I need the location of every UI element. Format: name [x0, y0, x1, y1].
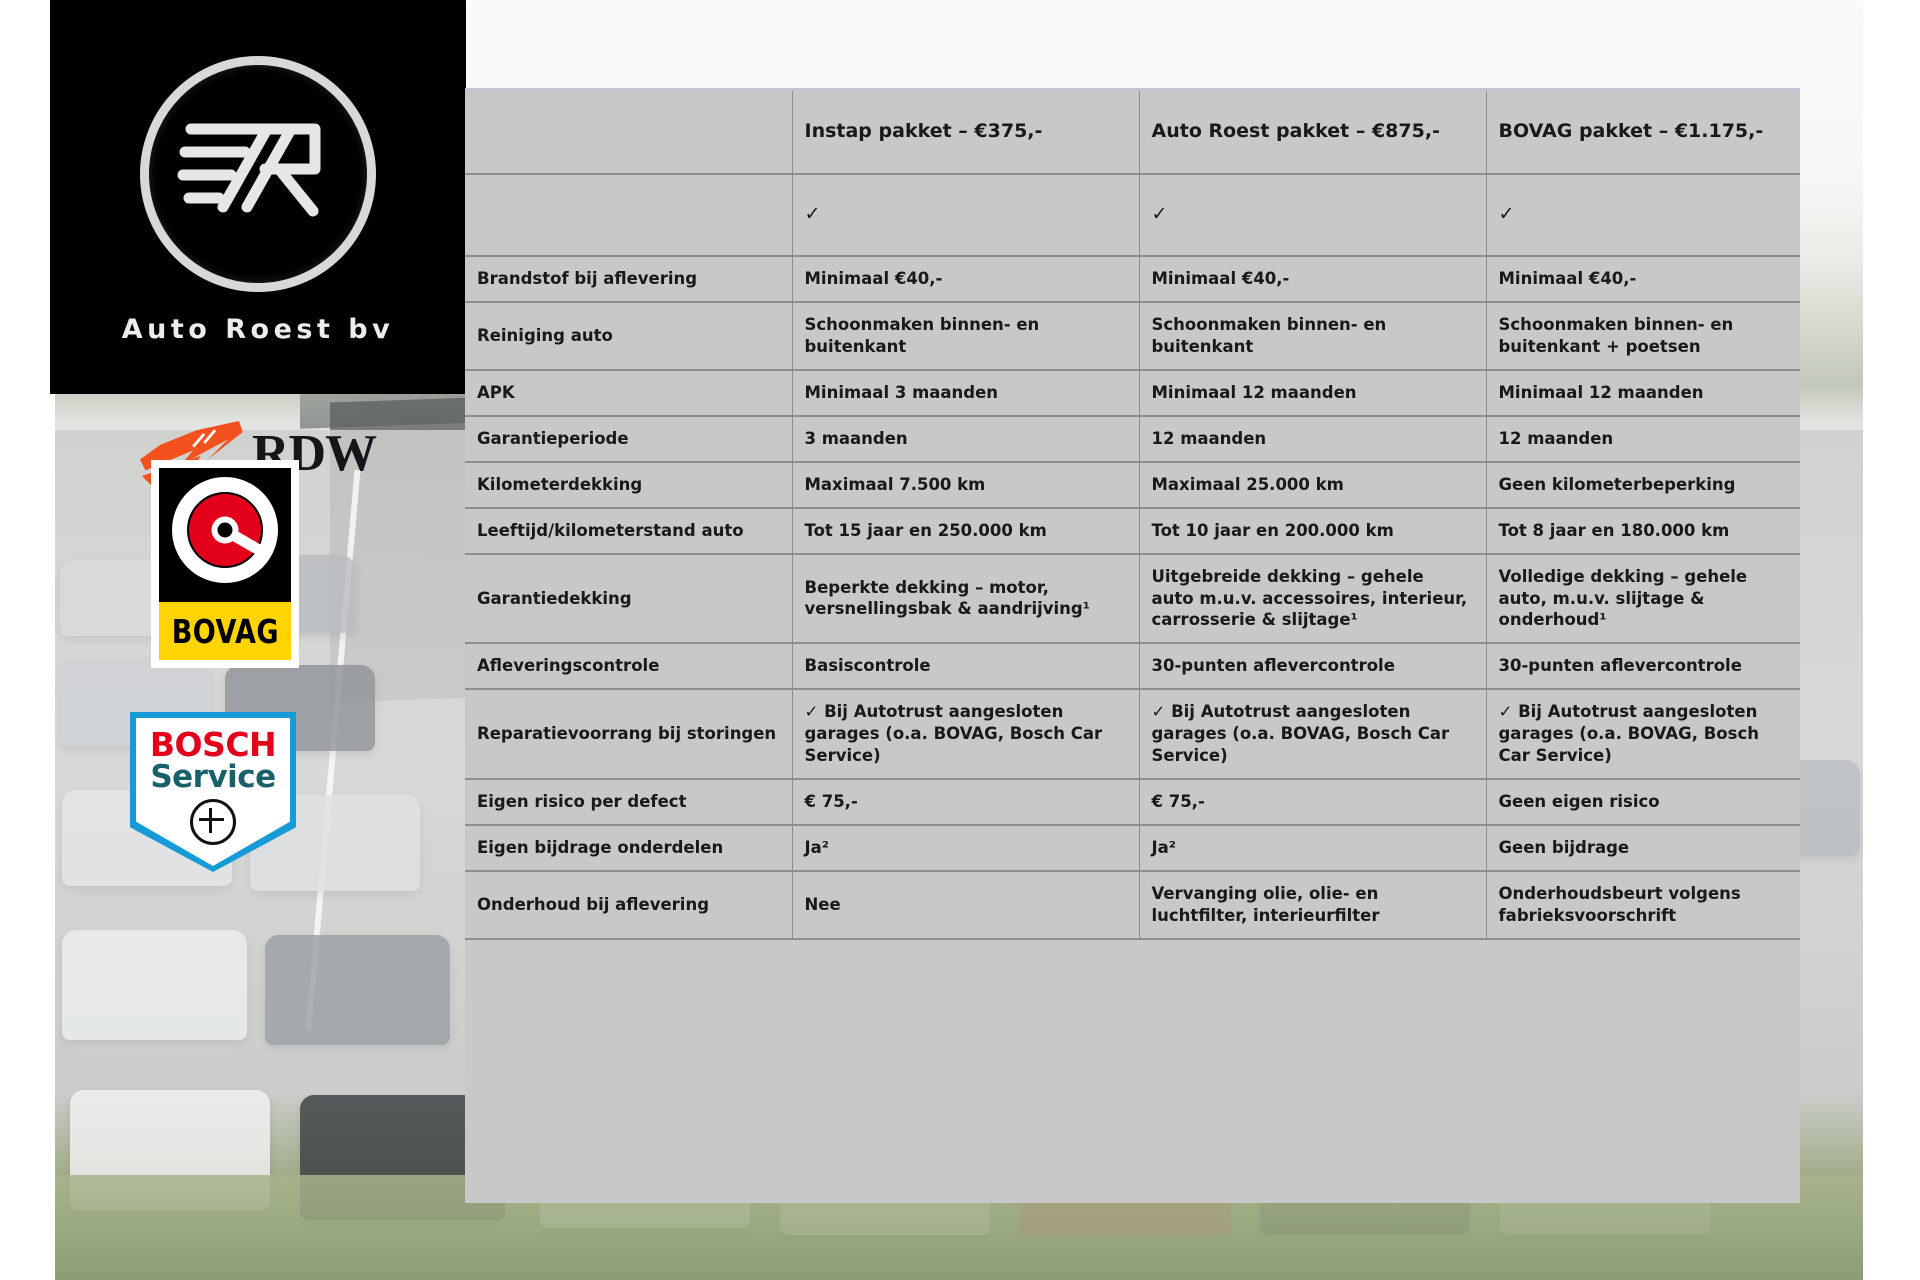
bovag-logo: BOVAG — [151, 460, 299, 668]
auto-roest-r-monogram-icon — [140, 55, 376, 292]
cell-value: € 75,- — [792, 779, 1140, 827]
brand-logo-panel: Auto Roest bv — [50, 0, 466, 394]
package-comparison-table: Instap pakket – €375,- Auto Roest pakket… — [465, 88, 1800, 1203]
cell-value: Nee — [792, 871, 1140, 940]
cell-value: ✓ Bij Autotrust aangesloten garages (o.a… — [792, 689, 1140, 781]
parked-car — [62, 930, 247, 1040]
table-row: Garantieperiode 3 maanden 12 maanden 12 … — [465, 415, 1800, 463]
bovag-wordmark: BOVAG — [171, 611, 279, 651]
column-header-bovag: BOVAG pakket – €1.175,- — [1486, 91, 1800, 175]
row-label: Eigen bijdrage onderdelen — [465, 825, 793, 872]
row-label: Brandstof bij aflevering — [465, 256, 793, 303]
column-header-auto-roest: Auto Roest pakket – €875,- — [1139, 91, 1487, 175]
cell-value: 30-punten aflevercontrole — [1486, 643, 1800, 691]
brand-name: Auto Roest bv — [121, 313, 395, 345]
row-label — [465, 174, 793, 257]
bosch-wordmark: BOSCH — [149, 725, 277, 764]
table-row: Eigen risico per defect € 75,- € 75,- Ge… — [465, 779, 1800, 827]
check-icon: ✓ — [1139, 174, 1487, 257]
cell-value: ✓ Bij Autotrust aangesloten garages (o.a… — [1139, 689, 1487, 781]
table-row: Reiniging auto Schoonmaken binnen- en bu… — [465, 301, 1800, 371]
row-label: Onderhoud bij aflevering — [465, 871, 793, 940]
check-icon: ✓ — [792, 174, 1140, 257]
cell-value: 12 maanden — [1486, 415, 1800, 463]
cell-value: Minimaal 3 maanden — [792, 369, 1140, 417]
cell-value: Schoonmaken binnen- en buitenkant + poet… — [1486, 301, 1800, 371]
table-row: Garantiedekking Beperkte dekking – motor… — [465, 553, 1800, 645]
cell-value: Maximaal 7.500 km — [792, 461, 1140, 509]
cell-value: 30-punten aflevercontrole — [1139, 643, 1487, 691]
row-label: APK — [465, 369, 793, 417]
cell-value: Onderhoudsbeurt volgens fabrieksvoorschr… — [1486, 871, 1800, 940]
row-label: Reparatievoorrang bij storingen — [465, 689, 793, 781]
cell-value: Vervanging olie, olie- en luchtfilter, i… — [1139, 871, 1487, 940]
table-header-row: Instap pakket – €375,- Auto Roest pakket… — [465, 91, 1800, 175]
table-row: ✓ ✓ ✓ — [465, 174, 1800, 257]
column-header-instap: Instap pakket – €375,- — [792, 91, 1140, 175]
row-label: Reiniging auto — [465, 301, 793, 371]
cell-value: Volledige dekking – gehele auto, m.u.v. … — [1486, 553, 1800, 645]
cell-value: Uitgebreide dekking – gehele auto m.u.v.… — [1139, 553, 1487, 645]
row-label: Garantiedekking — [465, 553, 793, 645]
cell-value: Ja² — [1139, 825, 1487, 872]
cell-value: Tot 8 jaar en 180.000 km — [1486, 507, 1800, 555]
cell-value: Basiscontrole — [792, 643, 1140, 691]
row-label: Kilometerdekking — [465, 461, 793, 509]
rdw-logo: RDW — [140, 408, 390, 500]
cell-value: Geen eigen risico — [1486, 779, 1800, 827]
table-row: Afleveringscontrole Basiscontrole 30-pun… — [465, 643, 1800, 691]
cell-value: Minimaal €40,- — [1486, 256, 1800, 303]
cell-value: Minimaal 12 maanden — [1486, 369, 1800, 417]
table-row: Eigen bijdrage onderdelen Ja² Ja² Geen b… — [465, 825, 1800, 872]
cell-value: Maximaal 25.000 km — [1139, 461, 1487, 509]
cell-value: Geen kilometerbeperking — [1486, 461, 1800, 509]
table-row: Onderhoud bij aflevering Nee Vervanging … — [465, 871, 1800, 940]
cell-value: Minimaal €40,- — [792, 256, 1140, 303]
table-row: Leeftijd/kilometerstand auto Tot 15 jaar… — [465, 507, 1800, 555]
table-row: Kilometerdekking Maximaal 7.500 km Maxim… — [465, 461, 1800, 509]
table-row: APK Minimaal 3 maanden Minimaal 12 maand… — [465, 369, 1800, 417]
cell-value: Geen bijdrage — [1486, 825, 1800, 872]
cell-value: € 75,- — [1139, 779, 1487, 827]
cell-value: Schoonmaken binnen- en buitenkant — [792, 301, 1140, 371]
parked-car — [265, 935, 450, 1045]
row-label: Garantieperiode — [465, 415, 793, 463]
cell-value: 3 maanden — [792, 415, 1140, 463]
table-row: Reparatievoorrang bij storingen ✓ Bij Au… — [465, 689, 1800, 781]
cell-value: Minimaal €40,- — [1139, 256, 1487, 303]
check-icon: ✓ — [1486, 174, 1800, 257]
table-corner-cell — [465, 91, 793, 175]
cell-value: Tot 15 jaar en 250.000 km — [792, 507, 1140, 555]
cell-value: ✓ Bij Autotrust aangesloten garages (o.a… — [1486, 689, 1800, 781]
bosch-armature-icon — [190, 799, 236, 845]
cell-value: 12 maanden — [1139, 415, 1487, 463]
cell-value: Ja² — [792, 825, 1140, 872]
cell-value: Schoonmaken binnen- en buitenkant — [1139, 301, 1487, 371]
row-label: Eigen risico per defect — [465, 779, 793, 827]
cell-value: Tot 10 jaar en 200.000 km — [1139, 507, 1487, 555]
cell-value: Beperkte dekking – motor, versnellingsba… — [792, 553, 1140, 645]
table-row: Brandstof bij aflevering Minimaal €40,- … — [465, 256, 1800, 303]
cell-value: Minimaal 12 maanden — [1139, 369, 1487, 417]
row-label: Leeftijd/kilometerstand auto — [465, 507, 793, 555]
row-label: Afleveringscontrole — [465, 643, 793, 691]
bovag-gauge-icon — [159, 468, 291, 603]
bosch-service-wordmark: Service — [150, 759, 276, 795]
